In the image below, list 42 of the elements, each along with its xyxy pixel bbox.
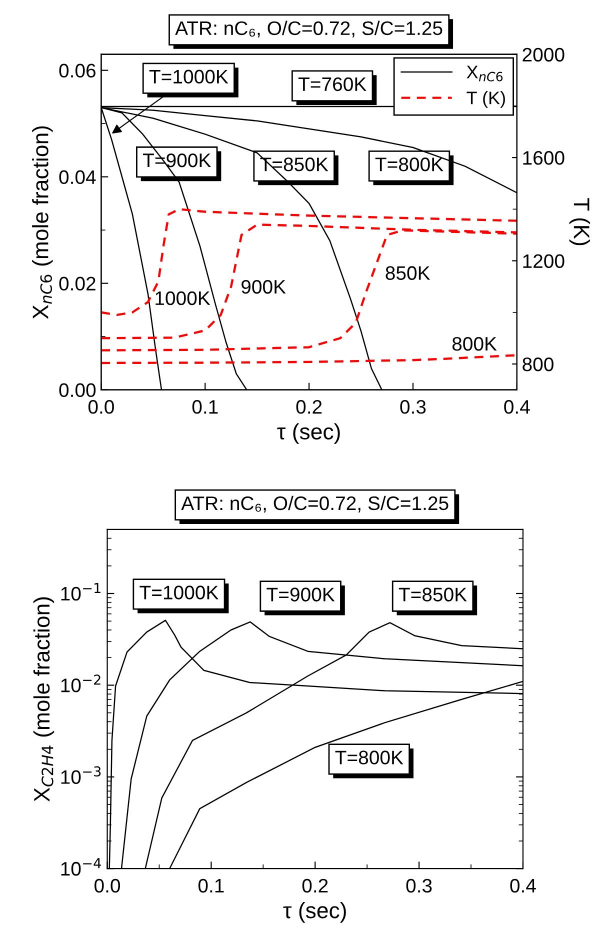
y-tick-label: 0.04	[59, 170, 96, 184]
annotation: 800K	[452, 336, 497, 351]
y2-axis-title: T (K)	[569, 198, 590, 246]
x-tick-label: 0.0	[94, 878, 120, 893]
annotation: 1000K	[156, 291, 210, 306]
annotation: T=800K	[335, 750, 404, 764]
x-tick-label: 0.0	[88, 400, 114, 414]
x-tick-label: 0.4	[510, 878, 536, 893]
chart-title: ATR: nC₆, O/C=0.72, S/C=1.25	[181, 496, 448, 512]
annotation: T=850K	[398, 588, 467, 602]
x-tick-label: 0.3	[406, 878, 432, 893]
y-tick-label: 10$^{−3}$	[61, 766, 101, 784]
y-tick-label: 10$^{−2}$	[61, 674, 100, 692]
x-tick-label: 0.3	[400, 400, 426, 414]
x-tick-label: 0.1	[198, 878, 224, 893]
legend-label: X$_{nC6}$	[466, 66, 503, 82]
y-tick-label: 10$^{−4}$	[61, 858, 101, 876]
annotation: T=800K	[375, 158, 444, 172]
annotation: 850K	[386, 266, 430, 280]
x-tick-label: 0.2	[302, 878, 328, 893]
y2-tick-label: 1600	[523, 151, 564, 165]
x-axis-title: τ (sec)	[277, 423, 340, 444]
chart-title: ATR: nC₆, O/C=0.72, S/C=1.25	[175, 20, 442, 38]
annotation: T=900K	[266, 588, 335, 602]
y2-tick-label: 800	[522, 357, 554, 372]
y-tick-label: 0.06	[59, 64, 96, 78]
y-tick-label: 10$^{−1}$	[61, 583, 100, 601]
legend-label: T (K)	[466, 91, 505, 108]
x-tick-label: 0.4	[504, 400, 530, 414]
x-tick-label: 0.2	[296, 400, 322, 414]
x-tick-label: 0.1	[192, 400, 218, 414]
x-axis-title: τ (sec)	[283, 902, 346, 923]
y-axis-title: X$_{nC6}$ (mole fraction)	[32, 126, 53, 319]
y-axis-title: X$_{C2H4}$ (mole fraction)	[33, 597, 54, 802]
y2-tick-label: 1200	[523, 254, 564, 268]
y-tick-label: 0.00	[59, 383, 96, 398]
annotation: T=760K	[298, 77, 366, 92]
annotation: T=1000K	[140, 586, 218, 600]
y2-tick-label: 2000	[522, 48, 564, 62]
annotation: T=1000K	[149, 70, 228, 84]
y-tick-label: 0.02	[59, 276, 96, 291]
annotation: 900K	[242, 280, 286, 294]
